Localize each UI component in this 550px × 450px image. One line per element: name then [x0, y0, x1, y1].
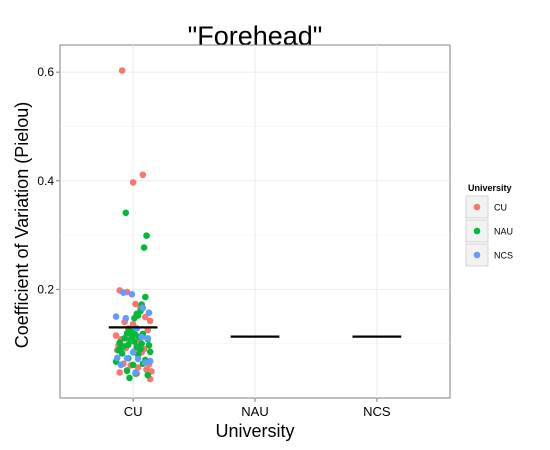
x-tick-label: CU: [124, 404, 143, 419]
data-point-ncs: [138, 333, 145, 341]
data-point-ncs: [117, 361, 125, 369]
data-point-cu: [132, 300, 139, 308]
y-tick-label: 0.4: [37, 174, 54, 188]
data-point-ncs: [134, 355, 142, 363]
data-point-ncs: [128, 290, 136, 298]
data-point-cu: [142, 313, 149, 321]
data-point-cu: [146, 317, 154, 325]
data-point-ncs: [139, 304, 147, 312]
data-point-nau: [138, 340, 145, 347]
data-point-nau: [137, 345, 144, 353]
data-point-cu: [112, 332, 120, 339]
x-axis-title: University: [215, 421, 294, 441]
data-point-ncs: [113, 354, 121, 362]
data-point-ncs: [112, 313, 120, 320]
y-axis-title: Coefficient of Variation (Pielou): [12, 102, 32, 348]
data-point-ncs: [145, 309, 153, 317]
x-tick-label: NAU: [241, 404, 268, 419]
data-point-nau: [142, 293, 149, 301]
data-point-ncs: [120, 289, 127, 296]
data-point-nau: [126, 374, 133, 382]
x-axis-ticks: CU NAU NCS: [124, 398, 391, 419]
data-point-nau: [143, 232, 150, 239]
data-point-cu: [129, 320, 137, 328]
data-points: [112, 67, 155, 383]
median-lines: [108, 326, 402, 338]
data-point-nau: [129, 361, 137, 369]
grid-lines: [60, 45, 450, 398]
data-point-cu: [129, 179, 137, 186]
data-point-ncs: [144, 334, 152, 342]
data-point-nau: [118, 350, 126, 357]
legend: University CU NAU NCS: [465, 183, 513, 267]
data-point-nau: [123, 367, 131, 375]
data-point-nau: [131, 314, 138, 322]
data-point-cu: [118, 67, 126, 74]
data-point-ncs: [129, 349, 137, 356]
data-point-cu: [116, 369, 124, 376]
y-tick-label: 0.2: [37, 282, 54, 296]
data-point-ncs: [142, 359, 149, 367]
x-tick-label: NCS: [363, 404, 391, 419]
data-point-ncs: [122, 314, 130, 322]
data-point-nau: [145, 342, 153, 349]
data-point-nau: [122, 209, 130, 217]
data-point-nau: [121, 334, 128, 342]
data-point-nau: [146, 348, 154, 356]
legend-label-ncs: NCS: [494, 251, 513, 261]
legend-label-nau: NAU: [494, 227, 513, 237]
legend-title: University: [468, 183, 512, 193]
data-point-ncs: [123, 355, 131, 362]
data-point-cu: [139, 171, 147, 179]
data-point-ncs: [132, 369, 139, 376]
legend-swatch-ncs: [473, 251, 481, 259]
data-point-nau: [144, 371, 152, 379]
y-axis-ticks: 0.2 0.4 0.6: [37, 65, 60, 296]
legend-swatch-cu: [473, 203, 481, 211]
data-point-nau: [131, 338, 138, 345]
y-tick-label: 0.6: [37, 65, 54, 79]
data-point-cu: [134, 364, 142, 371]
data-point-nau: [123, 330, 131, 337]
data-point-nau: [140, 244, 148, 251]
legend-label-cu: CU: [494, 203, 507, 213]
legend-swatch-nau: [473, 227, 481, 235]
